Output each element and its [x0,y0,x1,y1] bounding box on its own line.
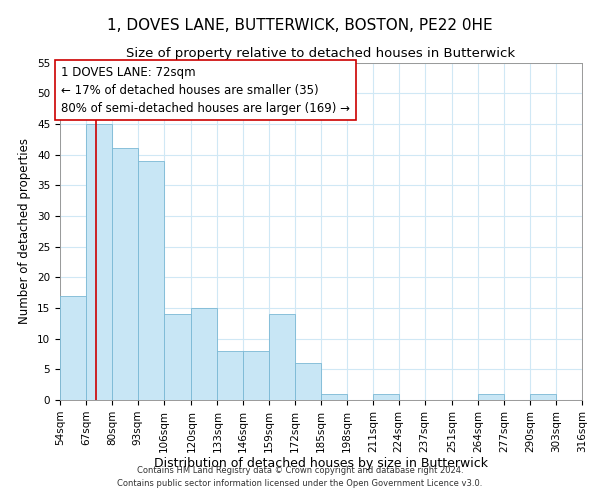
Bar [60,296,86,400]
Bar [217,351,243,400]
Text: 1 DOVES LANE: 72sqm
← 17% of detached houses are smaller (35)
80% of semi-detach: 1 DOVES LANE: 72sqm ← 17% of detached ho… [61,66,350,114]
X-axis label: Distribution of detached houses by size in Butterwick: Distribution of detached houses by size … [154,458,488,470]
Bar [530,394,556,400]
Bar [164,314,191,400]
Bar [269,314,295,400]
Text: 1, DOVES LANE, BUTTERWICK, BOSTON, PE22 0HE: 1, DOVES LANE, BUTTERWICK, BOSTON, PE22 … [107,18,493,32]
Bar [373,394,399,400]
Bar [243,351,269,400]
Bar [321,394,347,400]
Title: Size of property relative to detached houses in Butterwick: Size of property relative to detached ho… [127,47,515,60]
Bar [112,148,138,400]
Bar [191,308,217,400]
Bar [478,394,504,400]
Text: Contains HM Land Registry data © Crown copyright and database right 2024.
Contai: Contains HM Land Registry data © Crown c… [118,466,482,487]
Bar [86,124,112,400]
Bar [295,363,321,400]
Y-axis label: Number of detached properties: Number of detached properties [19,138,31,324]
Bar [138,160,164,400]
